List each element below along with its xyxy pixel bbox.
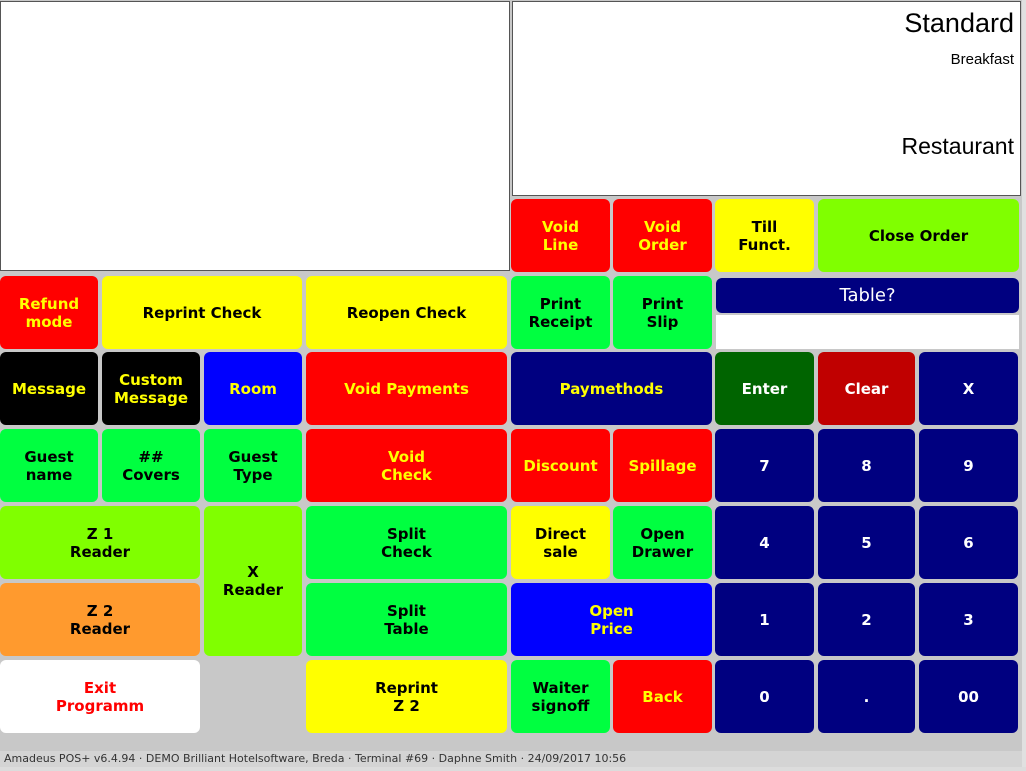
keypad-00-button[interactable]: 00 <box>919 660 1018 733</box>
keypad-2-button[interactable]: 2 <box>818 583 915 656</box>
header-info-panel: Standard Breakfast Restaurant <box>512 1 1021 196</box>
direct-sale-button[interactable]: Direct sale <box>511 506 610 579</box>
clear-button[interactable]: Clear <box>818 352 915 425</box>
guest-type-button[interactable]: Guest Type <box>204 429 302 502</box>
print-receipt-button[interactable]: Print Receipt <box>511 276 610 349</box>
room-button[interactable]: Room <box>204 352 302 425</box>
void-check-button[interactable]: Void Check <box>306 429 507 502</box>
keypad-6-button[interactable]: 6 <box>919 506 1018 579</box>
menu-title: Standard <box>904 8 1014 38</box>
keypad-4-button[interactable]: 4 <box>715 506 814 579</box>
custom-message-button[interactable]: Custom Message <box>102 352 200 425</box>
back-button[interactable]: Back <box>613 660 712 733</box>
reprint-z2-button[interactable]: Reprint Z 2 <box>306 660 507 733</box>
status-bar: Amadeus POS+ v6.4.94 · DEMO Brilliant Ho… <box>0 751 1022 767</box>
void-payments-button[interactable]: Void Payments <box>306 352 507 425</box>
close-order-button[interactable]: Close Order <box>818 199 1019 272</box>
waiter-signoff-button[interactable]: Waiter signoff <box>511 660 610 733</box>
message-button[interactable]: Message <box>0 352 98 425</box>
spillage-button[interactable]: Spillage <box>613 429 712 502</box>
print-slip-button[interactable]: Print Slip <box>613 276 712 349</box>
keypad-1-button[interactable]: 1 <box>715 583 814 656</box>
paymethods-button[interactable]: Paymethods <box>511 352 712 425</box>
menu-subtitle: Breakfast <box>950 51 1014 68</box>
reopen-check-button[interactable]: Reopen Check <box>306 276 507 349</box>
exit-programm-button[interactable]: Exit Programm <box>0 660 200 733</box>
order-list-panel[interactable] <box>0 1 510 271</box>
table-prompt-label: Table? <box>716 278 1019 313</box>
taskbar-strip <box>0 767 1026 771</box>
refund-mode-button[interactable]: Refund mode <box>0 276 98 349</box>
keypad-dot-button[interactable]: . <box>818 660 915 733</box>
guest-name-button[interactable]: Guest name <box>0 429 98 502</box>
covers-button[interactable]: ## Covers <box>102 429 200 502</box>
keypad-0-button[interactable]: 0 <box>715 660 814 733</box>
z2-reader-button[interactable]: Z 2 Reader <box>0 583 200 656</box>
till-funct-button[interactable]: Till Funct. <box>715 199 814 272</box>
keypad-5-button[interactable]: 5 <box>818 506 915 579</box>
outlet-name: Restaurant <box>901 133 1014 159</box>
z1-reader-button[interactable]: Z 1 Reader <box>0 506 200 579</box>
open-price-button[interactable]: Open Price <box>511 583 712 656</box>
open-drawer-button[interactable]: Open Drawer <box>613 506 712 579</box>
split-check-button[interactable]: Split Check <box>306 506 507 579</box>
keypad-3-button[interactable]: 3 <box>919 583 1018 656</box>
void-order-button[interactable]: Void Order <box>613 199 712 272</box>
enter-button[interactable]: Enter <box>715 352 814 425</box>
x-reader-button[interactable]: X Reader <box>204 506 302 656</box>
window-edge <box>1022 0 1026 771</box>
table-number-input[interactable] <box>716 315 1019 349</box>
keypad-8-button[interactable]: 8 <box>818 429 915 502</box>
split-table-button[interactable]: Split Table <box>306 583 507 656</box>
void-line-button[interactable]: Void Line <box>511 199 610 272</box>
discount-button[interactable]: Discount <box>511 429 610 502</box>
keypad-7-button[interactable]: 7 <box>715 429 814 502</box>
keypad-x-button[interactable]: X <box>919 352 1018 425</box>
reprint-check-button[interactable]: Reprint Check <box>102 276 302 349</box>
keypad-9-button[interactable]: 9 <box>919 429 1018 502</box>
